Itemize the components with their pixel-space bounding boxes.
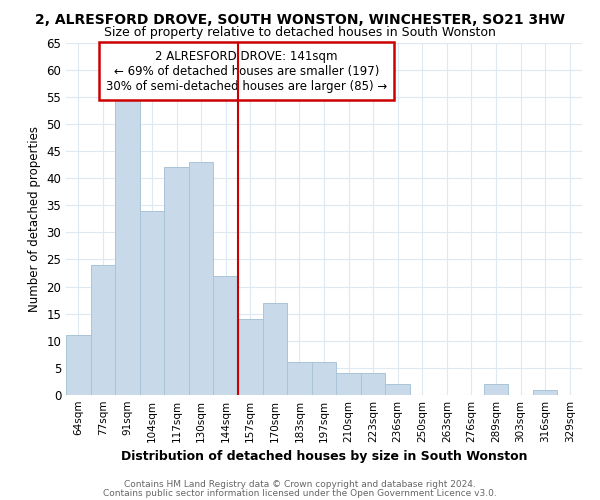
Bar (189, 162, 214, 395)
Bar (484, 384, 508, 395)
Bar (214, 276, 238, 395)
Bar (115, 96, 140, 395)
X-axis label: Distribution of detached houses by size in South Wonston: Distribution of detached houses by size … (121, 450, 527, 464)
Bar (238, 319, 263, 395)
Bar (263, 303, 287, 395)
Bar (336, 374, 361, 395)
Bar (140, 210, 164, 395)
Text: Contains public sector information licensed under the Open Government Licence v3: Contains public sector information licen… (103, 489, 497, 498)
Bar (66, 336, 91, 395)
Bar (361, 374, 385, 395)
Text: Size of property relative to detached houses in South Wonston: Size of property relative to detached ho… (104, 26, 496, 39)
Bar (533, 390, 557, 395)
Bar (312, 362, 336, 395)
Text: 2, ALRESFORD DROVE, SOUTH WONSTON, WINCHESTER, SO21 3HW: 2, ALRESFORD DROVE, SOUTH WONSTON, WINCH… (35, 12, 565, 26)
Text: Contains HM Land Registry data © Crown copyright and database right 2024.: Contains HM Land Registry data © Crown c… (124, 480, 476, 489)
Text: 2 ALRESFORD DROVE: 141sqm
← 69% of detached houses are smaller (197)
30% of semi: 2 ALRESFORD DROVE: 141sqm ← 69% of detac… (106, 50, 387, 92)
Bar (91, 265, 115, 395)
Bar (287, 362, 312, 395)
Bar (385, 384, 410, 395)
Bar (164, 167, 189, 395)
Y-axis label: Number of detached properties: Number of detached properties (28, 126, 41, 312)
